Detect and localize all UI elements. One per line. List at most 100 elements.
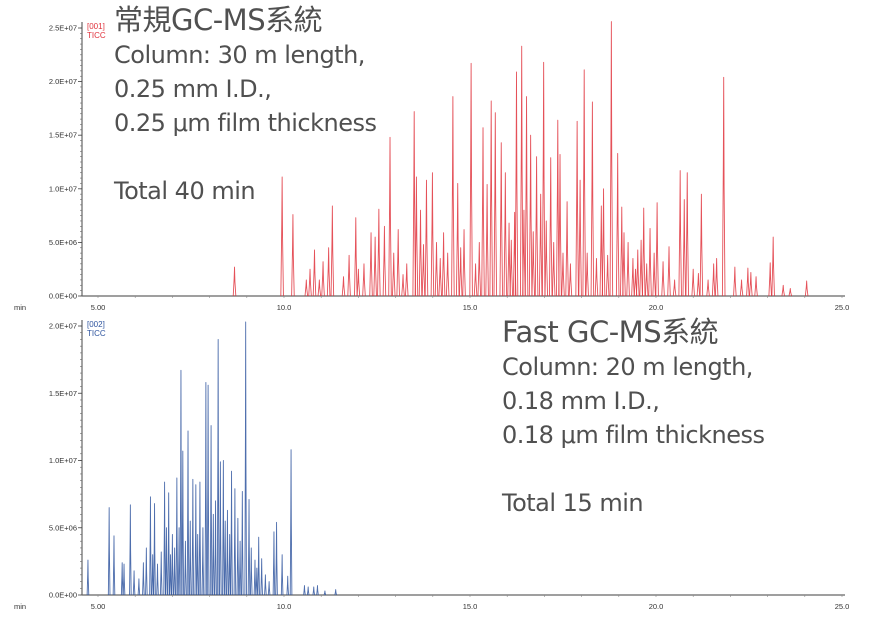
chromatogram-peak <box>396 229 400 297</box>
chromatogram-peak <box>733 266 737 297</box>
chromatogram-peak <box>568 263 573 297</box>
chromatogram-peak <box>312 249 317 297</box>
y-tick-label: 5.0E+06 <box>49 238 77 247</box>
chromatogram-peak <box>528 134 533 297</box>
chromatogram-peak <box>163 481 166 596</box>
chromatogram-peak <box>142 562 145 596</box>
x-axis-label: min <box>14 602 26 611</box>
chromatogram-peak <box>594 258 599 297</box>
chromatogram-peak <box>768 262 772 297</box>
chromatogram-peak <box>226 509 229 596</box>
chromatogram-peak <box>551 241 556 297</box>
chromatogram-peak <box>556 119 560 297</box>
chromatogram-peak <box>316 585 319 596</box>
chromatogram-peak <box>599 205 604 297</box>
chromatogram-peak <box>369 232 373 297</box>
chromatogram-peak <box>489 100 493 297</box>
chromatogram-peak <box>622 232 626 297</box>
chromatogram-peak <box>223 520 227 596</box>
chromatogram-peak <box>636 249 640 297</box>
chromatogram-peak <box>672 279 677 297</box>
chromatogram-peak <box>633 268 638 297</box>
chromatogram-peak <box>321 261 325 297</box>
chromatogram-peak <box>219 461 222 596</box>
chromatogram-peak <box>585 252 589 297</box>
chromatogram-peak <box>412 111 416 297</box>
chromatogram-peak <box>275 521 278 596</box>
y-tick-label: 1.0E+07 <box>49 456 77 465</box>
chromatogram-peak <box>441 232 446 297</box>
chromatogram-peak <box>590 101 595 297</box>
y-tick-label: 5.0E+06 <box>49 523 77 532</box>
chromatogram-peak <box>541 61 546 297</box>
chromatogram-peak <box>194 484 198 596</box>
chromatogram-peak <box>228 534 231 596</box>
chromatogram-peak <box>561 252 565 297</box>
chromatogram-peak <box>280 554 284 596</box>
chromatogram-peak <box>317 279 322 297</box>
chromatogram-peak <box>326 247 331 297</box>
y-tick-label: 2.0E+07 <box>49 322 77 331</box>
chromatogram-peak <box>308 268 312 297</box>
legend-file-id: [001] <box>87 22 105 31</box>
chromatogram-peak <box>424 179 429 297</box>
chromatogram-peak <box>159 551 163 596</box>
chromatogram-peak <box>232 266 237 297</box>
chromatogram-peak <box>196 534 199 596</box>
chromatogram-peak <box>330 205 335 297</box>
chromatogram-peak <box>548 157 553 297</box>
chromatogram-peak <box>711 263 716 297</box>
chromatogram-peak <box>388 136 392 297</box>
conventional-column-id: 0.25 mm I.D., <box>114 75 272 103</box>
chromatogram-peak <box>626 241 630 297</box>
chromatogram-peak <box>122 563 126 596</box>
chromatogram-peak <box>145 547 148 596</box>
chromatogram-peak <box>181 450 185 596</box>
conventional-total-time: Total 40 min <box>114 177 256 205</box>
chromatogram-peak <box>377 208 381 297</box>
chromatogram-peak <box>771 236 775 297</box>
chromatogram-peak <box>631 258 635 297</box>
chromatogram-peak <box>238 540 242 596</box>
chromatogram-peak <box>639 239 643 297</box>
chromatogram-peak <box>739 279 744 297</box>
chromatogram-peak <box>129 504 132 596</box>
chromatogram-peak <box>86 559 90 596</box>
chromatogram-peak <box>165 527 168 596</box>
chromatogram-peak <box>257 536 260 596</box>
chromatogram-peak <box>151 554 154 596</box>
chromatogram-peak <box>509 239 514 297</box>
chromatogram-peak <box>244 321 247 596</box>
y-tick-label: 1.0E+07 <box>49 184 77 193</box>
x-tick-label: 10.0 <box>277 602 292 611</box>
chromatogram-peak <box>156 563 159 596</box>
chromatogram-peak <box>519 45 524 297</box>
chromatogram-peak <box>304 279 309 297</box>
chromatogram-peak <box>173 547 176 596</box>
chromatogram-peak <box>430 172 435 297</box>
x-tick-label: 15.0 <box>463 303 478 312</box>
chromatogram-peak <box>524 96 529 297</box>
chromatogram-peak <box>682 199 687 297</box>
chromatogram-peak <box>648 228 652 297</box>
chromatogram-peak <box>222 460 225 596</box>
x-axis-label: min <box>14 303 26 312</box>
chromatogram-peak <box>323 590 327 596</box>
chromatogram-peak <box>652 252 656 297</box>
chromatogram-peak <box>655 202 659 297</box>
chromatogram-peak <box>473 263 478 297</box>
chromatogram-peak <box>264 574 267 596</box>
chromatogram-peak <box>198 481 202 596</box>
chromatogram-peak <box>714 258 719 297</box>
x-tick-label: 5.00 <box>91 303 106 312</box>
chromatogram-peak <box>749 271 753 297</box>
chromatogram-peak <box>578 179 582 297</box>
chromatogram-peak <box>522 209 526 297</box>
chromatogram-peak <box>214 500 217 596</box>
chromatogram-peak <box>153 503 156 596</box>
chromatogram-peak <box>303 585 306 596</box>
y-tick-label: 0.0E+00 <box>49 292 77 301</box>
chromatogram-peak <box>167 492 170 596</box>
chromatogram-peak <box>132 570 136 596</box>
chromatogram-peak <box>746 267 750 297</box>
